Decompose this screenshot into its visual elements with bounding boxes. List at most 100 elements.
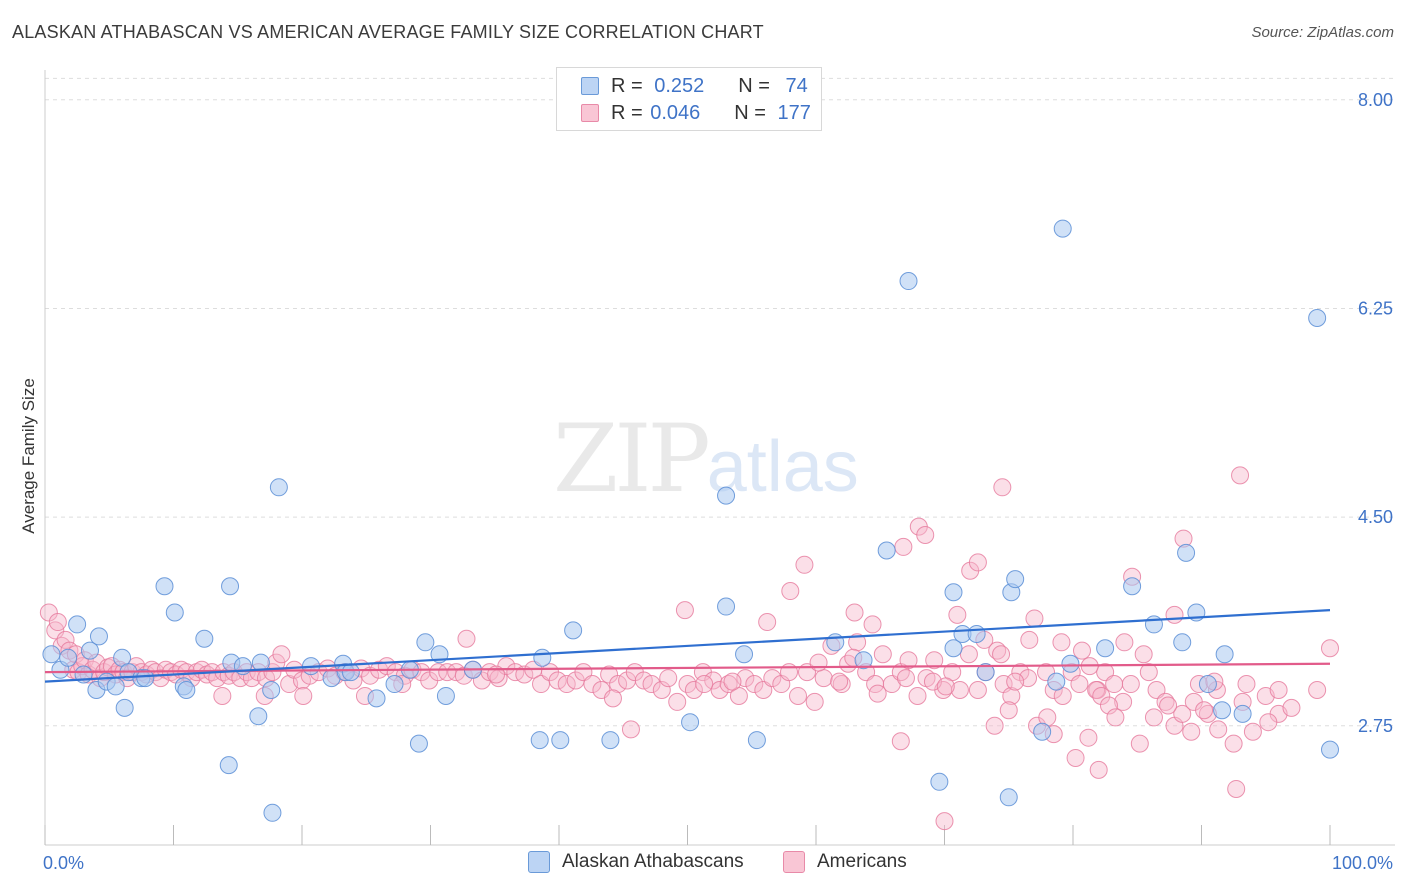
- american-point: [1002, 686, 1021, 705]
- alaskan-athabascan-point: [717, 597, 736, 616]
- stats-legend: R = 0.252 N = 74 R = 0.046 N = 177: [556, 67, 822, 131]
- american-point: [754, 681, 773, 699]
- american-point: [548, 671, 567, 690]
- american-point: [1308, 681, 1327, 699]
- alaskan-athabascan-point: [1213, 701, 1232, 720]
- alaskan-athabascan-point: [944, 639, 963, 658]
- alaskan-athabascan-point: [967, 624, 986, 643]
- alaskan-athabascan-point: [1177, 543, 1196, 562]
- american-point: [1105, 675, 1124, 694]
- american-point: [925, 651, 944, 670]
- american-point: [993, 478, 1012, 497]
- legend-swatch-blue: [581, 77, 599, 95]
- american-point: [1224, 734, 1243, 753]
- tick-labels: 2.75 4.50 6.25 8.00 0.0% 100.0%: [43, 90, 1393, 873]
- alaskan-athabascan-point: [1233, 704, 1252, 723]
- alaskan-athabascan-point: [1215, 645, 1234, 664]
- alaskan-athabascan-point: [1198, 675, 1217, 694]
- alaskan-athabascan-point: [262, 681, 281, 699]
- legend-swatch-blue: [528, 851, 550, 873]
- alaskan-athabascan-point: [551, 731, 570, 750]
- alaskan-athabascan-point: [416, 633, 435, 652]
- american-point: [1089, 760, 1108, 779]
- american-point: [1121, 675, 1140, 694]
- american-point: [1231, 466, 1250, 485]
- americans-points: [39, 466, 1339, 831]
- legend-n-value: 177: [777, 101, 811, 124]
- alaskan-athabascan-point: [564, 621, 583, 640]
- y-tick-label: 8.00: [1358, 90, 1393, 110]
- american-point: [805, 692, 824, 711]
- american-point: [710, 681, 729, 699]
- american-point: [515, 665, 534, 684]
- alaskan-athabascan-point: [1047, 672, 1066, 691]
- alaskan-athabascan-point: [1308, 309, 1327, 327]
- american-point: [642, 675, 661, 694]
- american-point: [1159, 696, 1178, 715]
- american-point: [935, 812, 954, 831]
- american-point: [1195, 701, 1214, 720]
- american-point: [583, 675, 602, 694]
- alaskan-athabascan-point: [249, 707, 268, 726]
- alaskan-athabascan-point: [1006, 570, 1025, 589]
- american-point: [1282, 698, 1301, 717]
- american-point: [704, 671, 723, 690]
- american-point: [936, 677, 955, 696]
- alaskan-athabascan-point: [155, 577, 174, 596]
- alaskan-athabascan-point: [367, 689, 386, 708]
- alaskan-athabascan-point: [854, 651, 873, 670]
- american-point: [848, 633, 867, 652]
- alaskan-athabascan-point: [409, 734, 428, 753]
- alaskan-athabascan-point: [930, 772, 949, 791]
- watermark: ZIPatlas: [553, 405, 859, 514]
- legend-r-value: 0.252: [654, 74, 705, 97]
- alaskan-athabascan-point: [269, 478, 288, 497]
- alaskan-athabascan-point: [177, 681, 196, 699]
- alaskan-athabascan-point: [976, 663, 995, 682]
- american-point: [985, 716, 1004, 735]
- alaskan-athabascan-point: [999, 788, 1018, 807]
- american-point: [723, 672, 742, 691]
- alaskan-athabascan-point: [944, 583, 963, 602]
- american-point: [39, 603, 58, 622]
- american-point: [830, 672, 849, 691]
- watermark-zip: ZIP: [553, 405, 711, 514]
- american-point: [1087, 681, 1106, 699]
- alaskan-athabascan-point: [221, 577, 240, 596]
- american-point: [213, 686, 232, 705]
- american-point: [1092, 686, 1111, 705]
- alaskan-athabascan-point: [747, 731, 766, 750]
- american-point: [684, 681, 703, 699]
- alaskan-athabascan-point: [1061, 654, 1080, 673]
- trend-lines: [44, 609, 1331, 683]
- alaskan-athabascan-point: [341, 663, 360, 682]
- alaskan-athabascan-point: [1096, 639, 1115, 658]
- american-point: [745, 675, 764, 694]
- y-axis-label: Average Family Size: [19, 378, 38, 534]
- alaskan-athabascan-point: [68, 615, 87, 634]
- american-point: [899, 651, 918, 670]
- american-point: [1259, 713, 1278, 732]
- american-point: [1237, 675, 1256, 694]
- alaskan-athabascan-point: [601, 731, 620, 750]
- american-point: [763, 669, 782, 688]
- alaskan-athabascan-point: [219, 756, 238, 775]
- alaskan-athabascan-point: [1123, 577, 1142, 596]
- american-point: [758, 613, 777, 632]
- alaskan-athabascan-point: [681, 713, 700, 732]
- american-point: [1173, 704, 1192, 723]
- american-point: [1099, 696, 1118, 715]
- legend-r-label: R =: [611, 101, 649, 124]
- legend-label: Alaskan Athabascans: [562, 851, 744, 872]
- legend-n-label: N =: [738, 74, 776, 97]
- american-point: [1139, 663, 1158, 682]
- alaskan-athabascan-point: [899, 272, 918, 291]
- alaskan-athabascan-point: [42, 645, 61, 664]
- american-point: [48, 613, 67, 632]
- american-point: [1156, 692, 1175, 711]
- legend-n-label: N =: [734, 101, 772, 124]
- american-point: [600, 665, 619, 684]
- american-point: [1147, 681, 1166, 699]
- american-point: [609, 675, 628, 694]
